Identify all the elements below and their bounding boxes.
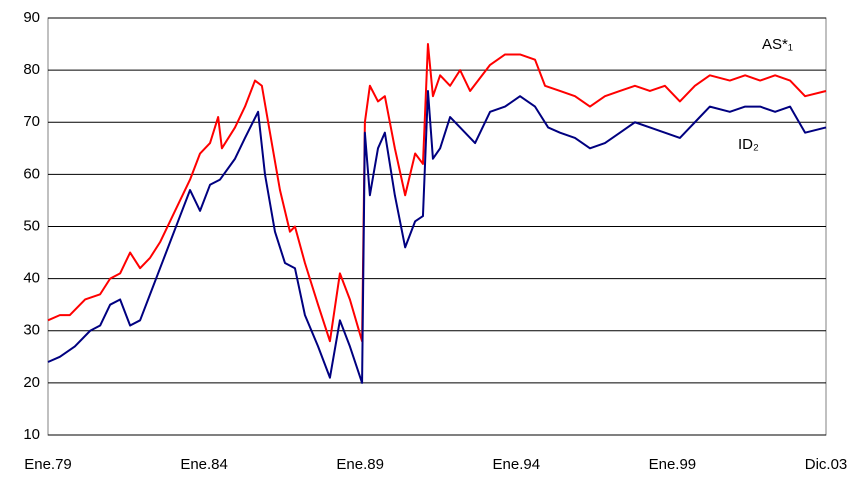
y-tick-label: 90 (23, 9, 40, 26)
x-tick-label: Ene.89 (336, 456, 384, 473)
y-tick-label: 70 (23, 113, 40, 130)
y-tick-label: 50 (23, 217, 40, 234)
x-tick-label: Ene.94 (493, 456, 541, 473)
y-tick-label: 40 (23, 270, 40, 287)
series-label: ID₂ (738, 136, 759, 153)
y-tick-label: 30 (23, 322, 40, 339)
y-tick-label: 80 (23, 61, 40, 78)
x-tick-label: Ene.79 (24, 456, 72, 473)
y-tick-label: 10 (23, 426, 40, 443)
x-tick-label: Ene.99 (649, 456, 697, 473)
x-tick-label: Ene.84 (180, 456, 228, 473)
x-tick-label: Dic.03 (805, 456, 848, 473)
y-tick-label: 60 (23, 165, 40, 182)
series-line (47, 43, 827, 343)
series-label: AS*₁ (762, 36, 793, 53)
y-tick-label: 20 (23, 374, 40, 391)
series-line (47, 89, 827, 384)
